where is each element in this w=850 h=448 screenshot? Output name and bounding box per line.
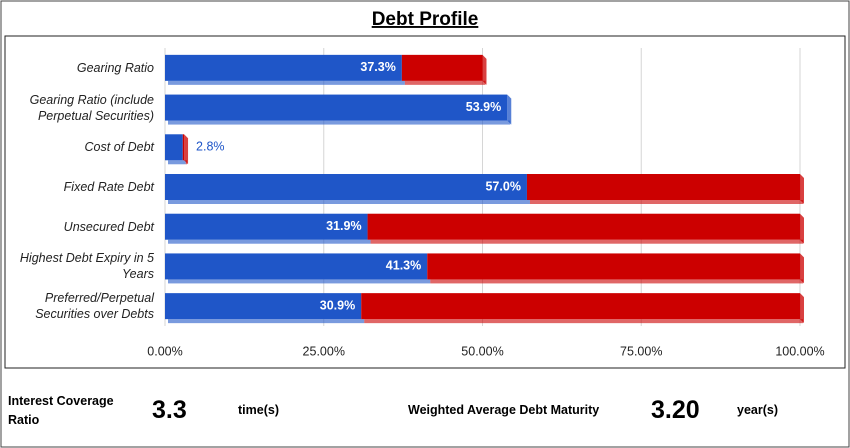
y-tick-label: Preferred/Perpetual Securities over Debt… [35, 291, 154, 322]
chart-title: Debt Profile [372, 9, 479, 30]
bar-end-face [482, 54, 487, 85]
bar-end-face [800, 293, 804, 324]
bar [526, 174, 800, 200]
bar-shadow [168, 120, 511, 125]
bar-shadow [529, 200, 803, 204]
bar-shadow [370, 239, 803, 244]
y-tick-label: Gearing Ratio (include Perpetual Securit… [29, 92, 154, 123]
value-label: 30.9% [320, 298, 355, 312]
kpi-value: 3.3 [152, 396, 187, 424]
bar [165, 213, 368, 240]
value-label: 31.9% [326, 219, 361, 233]
x-tick-label: 100.00% [775, 344, 824, 358]
x-tick-label: 25.00% [303, 344, 345, 358]
bar [401, 54, 483, 81]
y-tick-label: Cost of Debt [84, 140, 154, 155]
kpi-value: 3.20 [651, 396, 700, 424]
value-label: 41.3% [386, 259, 421, 273]
bar [165, 134, 183, 161]
value-label: 53.9% [466, 100, 501, 114]
chart-frame [4, 35, 846, 369]
bar-shadow [168, 319, 365, 324]
x-tick-label: 0.00% [147, 344, 182, 358]
bar [182, 134, 185, 161]
bar-shadow [168, 279, 431, 284]
bar-end-face [184, 134, 189, 165]
value-label: 2.8% [196, 140, 225, 154]
kpi-unit: year(s) [737, 403, 778, 417]
y-tick-label: Unsecured Debt [63, 219, 154, 234]
bar-shadow [168, 80, 405, 85]
bar-shadow [168, 239, 371, 244]
bar-shadow [404, 80, 486, 85]
bar [361, 293, 800, 320]
bar-shadow [168, 200, 530, 204]
kpi-label: Interest Coverage Ratio [8, 394, 114, 427]
bar-shadow [430, 279, 803, 284]
bar [367, 213, 800, 240]
bar-end-face [800, 253, 804, 284]
bar [165, 293, 362, 320]
bar [427, 253, 800, 280]
bar [165, 94, 508, 121]
bar [165, 174, 527, 200]
bar [165, 253, 428, 280]
y-tick-label: Highest Debt Expiry in 5 Years [19, 251, 154, 282]
bar-end-face [800, 174, 804, 204]
y-tick-label: Fixed Rate Debt [63, 180, 154, 194]
bar [165, 54, 402, 81]
bar-shadow [364, 319, 803, 324]
bar-end-face [800, 213, 804, 244]
x-tick-label: 50.00% [461, 344, 503, 358]
bar-shadow [168, 160, 186, 165]
bar-end-face [507, 94, 512, 125]
kpi-label: Weighted Average Debt Maturity [408, 403, 600, 417]
kpi-unit: time(s) [238, 403, 279, 417]
y-tick-label: Gearing Ratio [76, 60, 154, 75]
value-label: 57.0% [485, 179, 520, 193]
x-tick-label: 75.00% [620, 344, 662, 358]
value-label: 37.3% [360, 60, 395, 74]
